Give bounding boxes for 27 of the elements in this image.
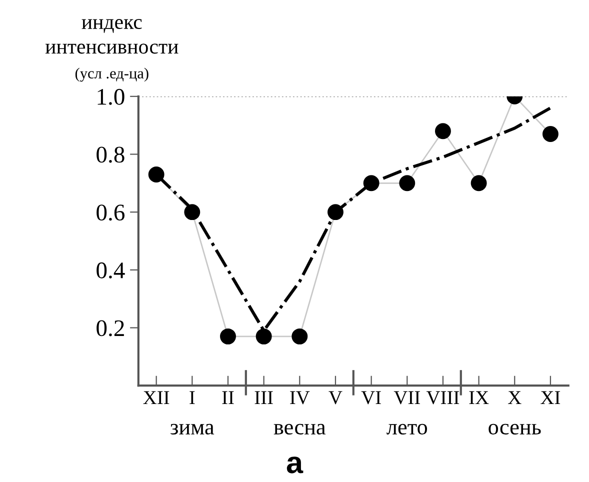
chart-subtitle: (усл .ед-ца) xyxy=(75,68,148,82)
x-tick-label: IV xyxy=(290,391,310,404)
x-tick-label: I xyxy=(190,391,195,404)
x-tick-label: II xyxy=(222,391,234,404)
x-tick-label: VII xyxy=(394,391,420,404)
x-tick-label: XII xyxy=(143,391,170,404)
y-tick-label: 0.2 xyxy=(96,320,124,336)
text: весна xyxy=(274,424,326,435)
x-tick-label: VIII xyxy=(426,391,460,404)
x-tick-label: V xyxy=(328,391,342,404)
point xyxy=(328,204,344,220)
text: зима xyxy=(170,424,214,435)
y-tick-label: 0.4 xyxy=(96,262,125,278)
point xyxy=(363,175,380,192)
x-tick-label: VI xyxy=(361,391,381,404)
x-tick-label: III xyxy=(254,391,273,404)
text: осень xyxy=(488,424,541,435)
y-tick-label: 0.6 xyxy=(96,204,125,221)
text: а xyxy=(286,456,304,474)
point xyxy=(148,166,164,182)
x-tick-label: X xyxy=(508,391,522,404)
y-tick-label: 0.8 xyxy=(96,146,124,163)
x-tick-label: XI xyxy=(540,391,560,404)
y-axis-title: индекс интенсивности xyxy=(45,19,178,54)
y-tick-label: 1.0 xyxy=(98,88,124,105)
text: лето xyxy=(386,424,428,435)
x-tick-label: IX xyxy=(469,391,489,404)
